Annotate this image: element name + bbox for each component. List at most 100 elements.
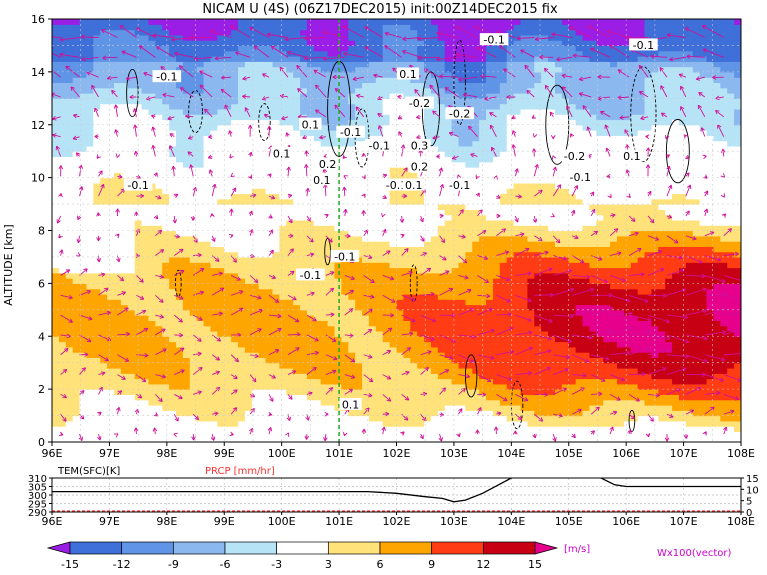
field-cell [382, 98, 391, 105]
field-cell [251, 325, 260, 332]
field-cell [238, 225, 246, 232]
field-cell [265, 71, 274, 78]
field-cell [279, 209, 287, 216]
field-cell [52, 378, 60, 385]
field-cell [52, 151, 60, 158]
field-cell [451, 140, 460, 147]
field-cell [313, 114, 322, 121]
field-cell [313, 410, 322, 417]
field-cell [341, 389, 349, 396]
field-cell [210, 66, 218, 73]
field-cell [251, 204, 260, 210]
field-cell [375, 309, 384, 316]
field-cell [58, 299, 67, 306]
field-cell [348, 98, 356, 105]
field-cell [203, 399, 212, 406]
field-cell [203, 24, 212, 31]
field-cell [313, 45, 322, 52]
field-cell [403, 241, 411, 247]
field-cell [148, 204, 156, 210]
field-cell [286, 272, 294, 279]
field-cell [430, 246, 439, 253]
field-cell [437, 357, 446, 364]
field-cell [265, 40, 274, 47]
field-cell [169, 304, 177, 311]
field-cell [320, 19, 329, 25]
field-cell [189, 50, 198, 57]
field-cell [244, 235, 253, 242]
field-cell [120, 267, 129, 274]
field-cell [293, 219, 301, 226]
field-cell [251, 214, 260, 221]
field-cell [224, 135, 232, 142]
field-cell [148, 140, 156, 147]
field-cell [169, 293, 177, 300]
field-cell [444, 24, 453, 31]
field-cell [134, 198, 143, 205]
field-cell [224, 56, 232, 62]
field-cell [100, 320, 108, 327]
field-cell [114, 135, 122, 142]
field-cell [238, 251, 246, 258]
field-cell [196, 219, 205, 226]
field-cell [424, 188, 432, 195]
field-cell [430, 278, 439, 284]
field-cell [368, 209, 377, 216]
field-cell [231, 219, 239, 226]
field-cell [162, 204, 170, 210]
field-cell [444, 193, 453, 200]
field-cell [410, 124, 418, 131]
field-cell [327, 299, 336, 306]
field-cell [238, 293, 246, 300]
field-cell [176, 415, 184, 422]
field-cell [86, 373, 94, 380]
field-cell [437, 272, 446, 279]
field-cell [114, 404, 122, 411]
field-cell [203, 330, 212, 337]
field-cell [465, 410, 473, 417]
field-cell [127, 114, 136, 121]
field-cell [127, 214, 136, 221]
field-cell [327, 204, 336, 210]
field-cell [417, 219, 425, 226]
field-cell [437, 145, 446, 152]
field-cell [430, 415, 439, 422]
field-cell [155, 399, 163, 406]
field-cell [389, 288, 398, 295]
field-cell [189, 219, 198, 226]
field-cell [162, 188, 170, 195]
field-cell [375, 246, 384, 253]
field-cell [224, 304, 232, 311]
field-cell [465, 61, 473, 68]
field-cell [155, 182, 163, 189]
field-cell [327, 278, 336, 284]
field-cell [368, 235, 377, 242]
field-cell [162, 394, 170, 401]
field-cell [341, 315, 349, 321]
field-cell [93, 161, 101, 168]
field-cell [196, 378, 205, 385]
field-cell [120, 29, 129, 36]
field-cell [52, 278, 60, 284]
field-cell [86, 135, 94, 142]
field-cell [148, 219, 156, 226]
field-cell [458, 325, 466, 332]
field-cell [120, 161, 129, 168]
field-cell [176, 278, 184, 284]
field-cell [196, 362, 205, 369]
field-cell [58, 325, 67, 332]
field-cell [320, 394, 329, 401]
field-cell [313, 404, 322, 411]
field-cell [141, 161, 150, 168]
field-cell [458, 362, 466, 369]
field-cell [368, 288, 377, 295]
field-cell [334, 188, 342, 195]
field-cell [203, 320, 212, 327]
field-cell [403, 383, 411, 390]
field-cell [93, 114, 101, 121]
field-cell [430, 225, 439, 232]
field-cell [348, 325, 356, 332]
field-cell [244, 431, 253, 438]
field-cell [403, 172, 411, 179]
field-cell [107, 87, 115, 94]
